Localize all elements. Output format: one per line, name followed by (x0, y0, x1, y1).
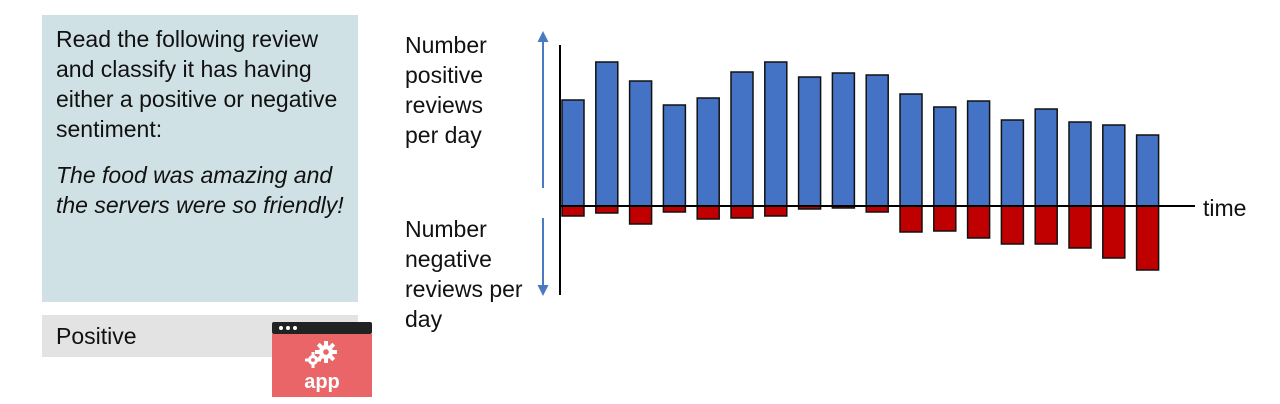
negative-bar (1102, 205, 1126, 259)
positive-bar (764, 61, 788, 207)
positive-bar (696, 97, 720, 207)
negative-bar (696, 205, 720, 220)
positive-bar (1102, 124, 1126, 207)
bars-group (561, 61, 1160, 271)
positive-bar (933, 106, 957, 207)
positive-axis-label: Number positive reviews per day (405, 32, 487, 148)
negative-bar (764, 205, 788, 217)
prompt-instruction: Read the following review and classify i… (56, 26, 338, 142)
positive-bar (595, 61, 619, 207)
positive-bar (797, 76, 822, 207)
negative-bar (628, 205, 653, 225)
up-arrow-icon (537, 31, 549, 188)
positive-bar (966, 100, 991, 207)
positive-bar (1034, 108, 1058, 207)
negative-bar (966, 205, 991, 239)
prompt-example-review: The food was amazing and the servers wer… (56, 162, 344, 218)
positive-bar (899, 93, 923, 207)
negative-bar (1000, 205, 1025, 245)
negative-bar (561, 205, 585, 217)
time-axis-label: time (1203, 195, 1247, 221)
negative-bar (595, 205, 619, 214)
positive-bar (730, 71, 754, 207)
down-arrow-icon (537, 218, 549, 296)
negative-bar (1135, 205, 1160, 271)
positive-bar (865, 74, 889, 207)
app-icon-label: app (304, 371, 340, 393)
negative-bar (1068, 205, 1092, 249)
output-label: Positive (56, 323, 137, 349)
negative-axis-label: Number negative reviews per day (405, 216, 523, 332)
positive-bar (628, 80, 653, 207)
negative-bar (730, 205, 754, 219)
positive-bar (831, 72, 856, 207)
positive-bar (561, 99, 585, 207)
positive-bar (662, 104, 687, 207)
positive-bar (1135, 134, 1160, 207)
prompt-box: Read the following review and classify i… (42, 15, 358, 302)
positive-bar (1000, 119, 1025, 207)
negative-bar (933, 205, 957, 232)
positive-bar (1068, 121, 1092, 207)
negative-bar (1034, 205, 1058, 245)
negative-bar (899, 205, 923, 233)
app-gear-icon: app (272, 322, 372, 397)
